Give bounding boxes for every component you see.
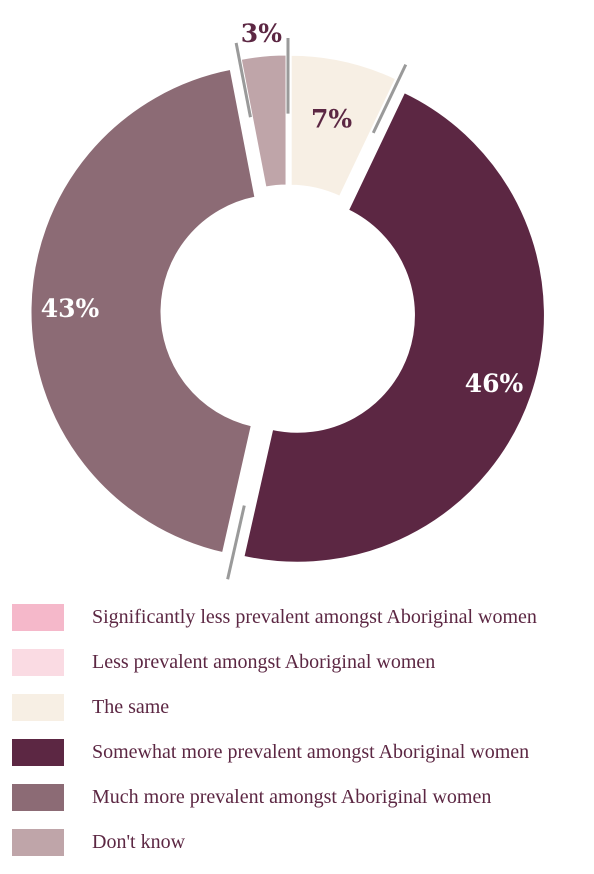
legend-swatch (12, 694, 64, 721)
slice-separator-line (234, 42, 252, 118)
slice-separator-line (371, 63, 408, 134)
legend-item: Much more prevalent amongst Aboriginal w… (12, 784, 537, 811)
legend-swatch (12, 784, 64, 811)
slice-separator-line (226, 505, 246, 580)
legend-swatch (12, 649, 64, 676)
legend-label: Somewhat more prevalent amongst Aborigin… (92, 741, 530, 763)
legend-label: Significantly less prevalent amongst Abo… (92, 606, 537, 628)
donut-chart: 7% 46% 43% 3% (28, 19, 547, 580)
legend-label: Don't know (92, 831, 186, 853)
slice-much-more (28, 66, 258, 556)
legend: Significantly less prevalent amongst Abo… (12, 604, 537, 874)
legend-label: Less prevalent amongst Aboriginal women (92, 651, 436, 673)
percent-label-somewhat-more: 46% (465, 369, 524, 398)
legend-item: The same (12, 694, 537, 721)
legend-item: Don't know (12, 829, 537, 856)
slice-somewhat-more (241, 89, 547, 565)
legend-label: The same (92, 696, 170, 718)
percent-label-dont-know: 3% (241, 19, 282, 48)
legend-label: Much more prevalent amongst Aboriginal w… (92, 786, 492, 808)
legend-swatch (12, 604, 64, 631)
slice-dont-know (238, 52, 289, 190)
percent-label-same: 7% (311, 104, 352, 133)
legend-swatch (12, 739, 64, 766)
percent-label-much-more: 43% (41, 294, 100, 323)
legend-item: Less prevalent amongst Aboriginal women (12, 649, 537, 676)
legend-item: Significantly less prevalent amongst Abo… (12, 604, 537, 631)
slice-same (288, 52, 399, 200)
legend-swatch (12, 829, 64, 856)
legend-item: Somewhat more prevalent amongst Aborigin… (12, 739, 537, 766)
